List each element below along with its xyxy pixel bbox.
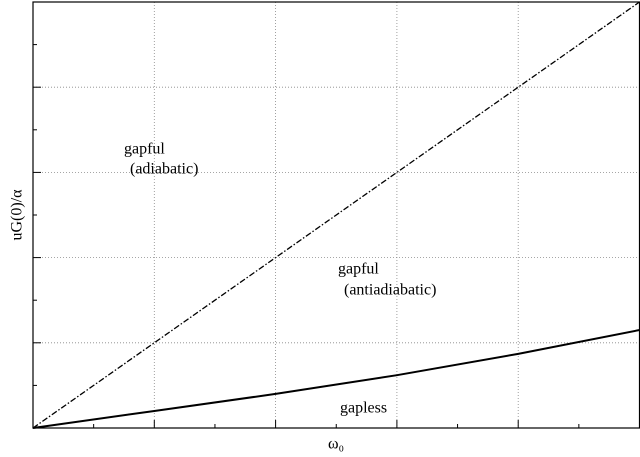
line-series bbox=[32, 329, 640, 429]
annotation: (adiabatic) bbox=[130, 161, 198, 178]
y-axis-label: uG(0)/α bbox=[9, 189, 26, 241]
annotation: gapful bbox=[124, 141, 165, 158]
line-series bbox=[32, 1, 640, 429]
x-axis-label: ω₀ bbox=[328, 436, 344, 453]
annotation: gapful bbox=[338, 261, 379, 278]
annotation: (antiadiabatic) bbox=[344, 282, 436, 299]
annotation: gapless bbox=[340, 400, 387, 417]
